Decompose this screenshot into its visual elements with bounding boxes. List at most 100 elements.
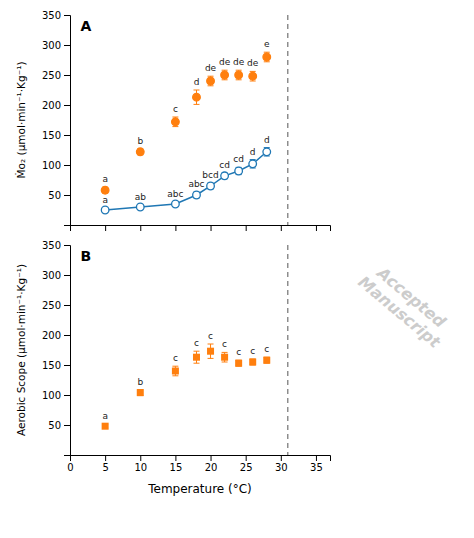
- x-tick-mark: [105, 455, 106, 461]
- y-axis-line: [64, 16, 71, 226]
- x-tick-label: 15: [170, 462, 183, 473]
- error-bar: [250, 359, 256, 365]
- y-tick: 350: [42, 10, 70, 21]
- y-tick-label: 350: [42, 240, 61, 251]
- series-line: [105, 152, 267, 210]
- error-bar-cap: [193, 363, 199, 364]
- y-tick-label: 200: [42, 330, 61, 341]
- marks: [101, 15, 288, 225]
- point-label: cd: [219, 160, 230, 170]
- x-tick: [316, 225, 317, 231]
- y-tick-label: 150: [42, 130, 61, 141]
- series: [101, 148, 270, 214]
- x-tick-mark: [246, 455, 247, 461]
- watermark: AcceptedManuscript: [354, 258, 457, 353]
- x-tick: [281, 225, 282, 231]
- error-bar-cap: [236, 79, 242, 80]
- error-bar: [264, 52, 270, 62]
- marker-square: [263, 357, 270, 364]
- y-axis: 50100150200250300350: [42, 10, 71, 226]
- error-bar: [222, 352, 228, 362]
- error-bar: [222, 173, 228, 179]
- point-label: d: [264, 135, 270, 145]
- error-bar: [236, 167, 242, 174]
- point-labels: abccccccc: [102, 331, 269, 421]
- y-tick-mark: [64, 395, 70, 396]
- point-labels: aababcabcbcdcdcdddabcddedededee: [102, 39, 270, 205]
- y-tick: 300: [42, 270, 70, 281]
- point-label: de: [205, 63, 217, 73]
- point-label: c: [236, 347, 241, 357]
- error-bar-cap: [222, 362, 228, 363]
- point-label: c: [222, 339, 227, 349]
- marker-open-circle: [136, 203, 144, 211]
- y-tick-mark: [64, 75, 70, 76]
- x-tick: 5: [102, 455, 108, 473]
- x-tick-mark: [246, 225, 247, 231]
- x-tick-mark: [281, 225, 282, 231]
- x-tick-mark: [316, 455, 317, 461]
- point-label: c: [264, 344, 269, 354]
- x-tick-label: 10: [134, 462, 147, 473]
- marker-square: [102, 423, 109, 430]
- x-tick: [140, 225, 141, 231]
- error-bar: [102, 187, 108, 193]
- marker-square: [193, 354, 200, 361]
- point-label: bcd: [202, 170, 218, 180]
- y-tick-label: 100: [42, 390, 61, 401]
- marker-open-circle: [172, 200, 180, 208]
- marker-square: [137, 389, 144, 396]
- series: [101, 52, 270, 194]
- y-tick-mark: [64, 425, 70, 426]
- error-bar-cap: [172, 366, 178, 367]
- point-label: c: [194, 338, 199, 348]
- point-label: c: [250, 346, 255, 356]
- reference-line: [287, 15, 288, 225]
- y-tick: 50: [48, 190, 70, 201]
- marks: [102, 245, 288, 455]
- error-bar-cap: [193, 104, 199, 105]
- point-label: abc: [167, 189, 183, 199]
- y-axis: 50100150200250300350: [42, 240, 71, 456]
- x-tick: [211, 225, 212, 231]
- error-bar: [208, 344, 214, 358]
- error-bar-cap: [236, 70, 242, 71]
- error-bar-cap: [250, 81, 256, 82]
- point-label: a: [102, 411, 108, 421]
- marker-open-circle: [101, 206, 109, 214]
- error-bar: [208, 183, 214, 189]
- y-tick-mark: [64, 165, 70, 166]
- x-axis: [71, 225, 331, 231]
- x-tick-mark: [140, 455, 141, 461]
- y-tick-mark: [64, 105, 70, 106]
- y-tick-mark: [64, 335, 70, 336]
- error-bar-cap: [208, 358, 214, 359]
- error-bar-cap: [193, 90, 199, 91]
- x-tick-label: 5: [102, 462, 108, 473]
- watermark-line: Manuscript: [354, 272, 445, 352]
- error-bar: [193, 192, 199, 198]
- x-tick: 20: [205, 455, 218, 473]
- x-tick-mark: [105, 225, 106, 231]
- series: [102, 344, 271, 430]
- panel: 50100150200250300350aababcabcbcdcdcdddab…: [15, 10, 331, 231]
- x-tick-mark: [175, 225, 176, 231]
- point-label: de: [247, 58, 259, 68]
- y-tick: 200: [42, 330, 70, 341]
- y-tick-label: 300: [42, 270, 61, 281]
- error-bar: [137, 390, 143, 396]
- y-tick: 250: [42, 70, 70, 81]
- point-label: cd: [233, 154, 244, 164]
- x-tick: 25: [240, 455, 253, 473]
- y-axis-title: Aerobic Scope (μmol·min⁻¹·Kg⁻¹): [15, 264, 27, 436]
- x-tick-label: 25: [240, 462, 253, 473]
- x-axis-line: [71, 226, 331, 232]
- marker-open-circle: [207, 182, 215, 190]
- error-bar: [137, 149, 143, 155]
- point-label: a: [102, 174, 108, 184]
- error-bar-cap: [208, 344, 214, 345]
- marker-circle: [263, 53, 271, 61]
- y-tick-mark: [64, 245, 70, 246]
- point-label: a: [102, 195, 108, 205]
- error-bar-cap: [222, 70, 228, 71]
